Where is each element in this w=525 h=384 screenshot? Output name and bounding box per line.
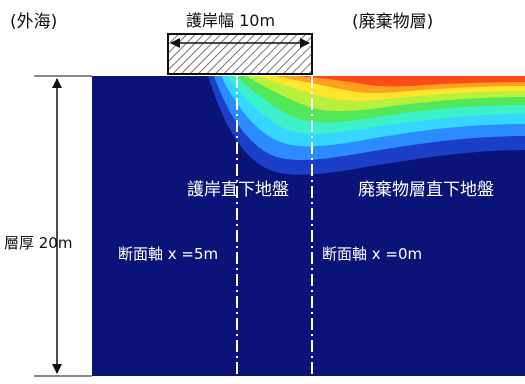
revetment-width-label: 護岸幅 10m: [186, 11, 276, 30]
waste-layer-label: (廃棄物層): [352, 12, 434, 32]
under-waste-label: 廃棄物層直下地盤: [358, 180, 494, 200]
contour-band-9: [296, 76, 525, 87]
concentration-contours: [208, 76, 525, 175]
section-x0-label: 断面軸 x =0m: [322, 245, 423, 263]
outer-sea-label: (外海): [10, 12, 58, 32]
under-revetment-label: 護岸直下地盤: [187, 180, 289, 200]
revetment-block: [167, 33, 313, 75]
section-x5-label: 断面軸 x =5m: [118, 245, 219, 263]
layer-thickness-label: 層厚 20m: [4, 234, 73, 252]
